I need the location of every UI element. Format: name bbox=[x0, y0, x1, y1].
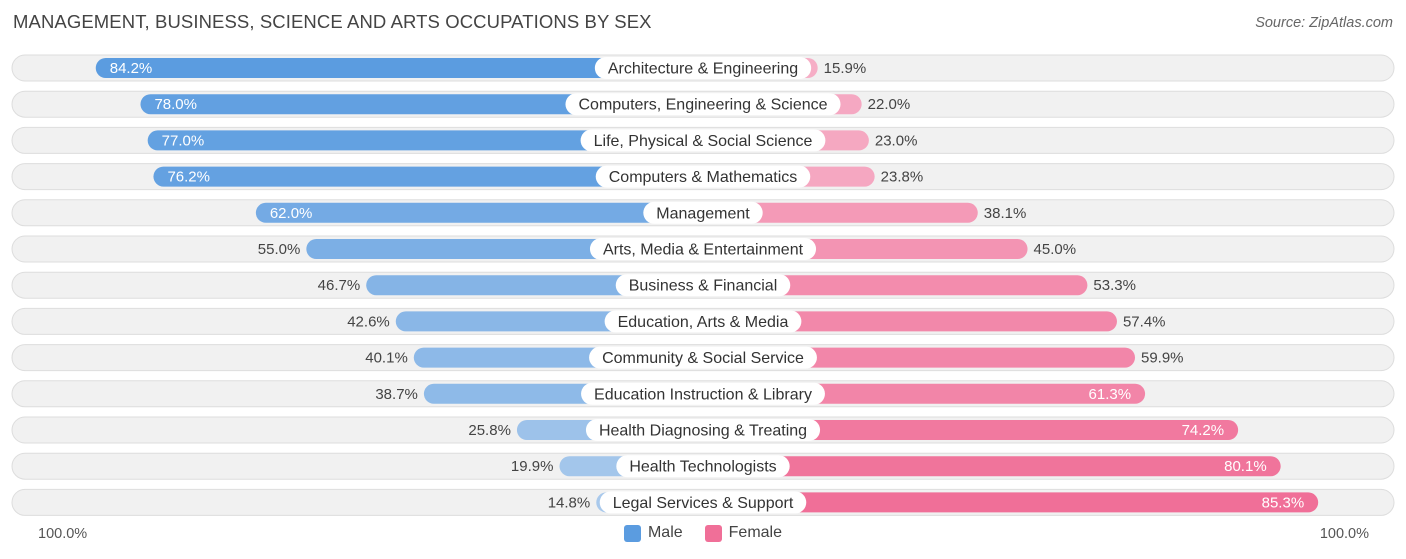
category-label: Education Instruction & Library bbox=[594, 386, 812, 403]
category-label: Health Diagnosing & Treating bbox=[599, 423, 807, 440]
bar-female-health-technologists bbox=[703, 456, 1281, 477]
legend-label-male: Male bbox=[647, 524, 683, 541]
value-label-female: 85.3% bbox=[1262, 494, 1305, 511]
value-label-female: 57.4% bbox=[1123, 313, 1166, 330]
value-label-female: 45.0% bbox=[1034, 241, 1077, 258]
legend-swatch-female bbox=[704, 524, 722, 542]
value-label-male: 46.7% bbox=[318, 277, 361, 294]
value-label-male: 40.1% bbox=[365, 350, 408, 367]
category-label-pill bbox=[643, 201, 763, 224]
value-label-female: 23.8% bbox=[881, 169, 924, 186]
value-label-female: 23.0% bbox=[875, 132, 918, 149]
legend-swatch-male bbox=[623, 524, 641, 542]
category-label: Arts, Media & Entertainment bbox=[603, 242, 804, 259]
category-label: Life, Physical & Social Science bbox=[594, 133, 813, 150]
value-label-male: 55.0% bbox=[258, 241, 301, 258]
category-label-pill bbox=[616, 455, 790, 478]
category-label: Education, Arts & Media bbox=[618, 314, 789, 331]
category-label: Community & Social Service bbox=[602, 350, 804, 367]
bar-female-business-financial bbox=[703, 275, 1088, 296]
legend-label-female: Female bbox=[728, 524, 783, 541]
value-label-female: 59.9% bbox=[1141, 350, 1184, 367]
value-label-male: 76.2% bbox=[167, 169, 210, 186]
category-label: Computers, Engineering & Science bbox=[578, 97, 827, 114]
category-label-pill bbox=[595, 165, 811, 188]
legend: Male Female bbox=[0, 524, 1406, 542]
value-label-male: 78.0% bbox=[154, 96, 197, 113]
axis-left-label: 100.0% bbox=[38, 526, 88, 542]
category-label-pill bbox=[599, 491, 807, 514]
category-label-pill bbox=[589, 346, 817, 369]
category-label: Architecture & Engineering bbox=[608, 61, 798, 78]
category-label: Management bbox=[656, 205, 750, 222]
value-label-female: 15.9% bbox=[824, 60, 867, 77]
category-label-pill bbox=[589, 238, 817, 260]
bar-female-management bbox=[703, 202, 978, 223]
category-label: Health Technologists bbox=[629, 459, 776, 476]
legend-item-female[interactable]: Female bbox=[704, 524, 783, 542]
category-label-pill bbox=[565, 93, 841, 116]
value-label-female: 61.3% bbox=[1089, 386, 1132, 403]
bar-male-architecture-engineering bbox=[95, 58, 703, 78]
value-label-male: 38.7% bbox=[375, 386, 418, 403]
bar-female-legal-services-support bbox=[703, 492, 1319, 513]
category-label: Computers & Mathematics bbox=[609, 169, 798, 186]
category-label-pill bbox=[585, 419, 821, 441]
value-label-female: 80.1% bbox=[1224, 458, 1267, 475]
category-label: Legal Services & Support bbox=[613, 495, 794, 512]
source-credit: Source: ZipAtlas.com bbox=[1255, 15, 1393, 31]
bar-female-health-diagnosing-treating bbox=[703, 420, 1239, 440]
value-label-female: 38.1% bbox=[984, 205, 1027, 222]
bar-male-computers-engineering-science bbox=[140, 94, 704, 115]
category-label-pill bbox=[580, 129, 826, 152]
value-label-male: 25.8% bbox=[468, 422, 511, 439]
bar-male-life-physical-social-science bbox=[147, 130, 703, 151]
value-label-female: 53.3% bbox=[1093, 277, 1136, 294]
value-label-male: 42.6% bbox=[347, 313, 390, 330]
axis-right-label: 100.0% bbox=[1319, 526, 1369, 542]
category-label-pill bbox=[615, 274, 791, 297]
value-label-male: 62.0% bbox=[270, 205, 313, 222]
category-label: Business & Financial bbox=[629, 278, 778, 295]
category-label-pill bbox=[581, 382, 825, 405]
bar-female-education-arts-media bbox=[703, 311, 1117, 332]
bar-male-management bbox=[255, 202, 703, 223]
value-label-male: 84.2% bbox=[110, 60, 153, 77]
legend-item-male[interactable]: Male bbox=[623, 524, 683, 542]
value-label-male: 77.0% bbox=[162, 132, 205, 149]
value-label-female: 74.2% bbox=[1182, 422, 1225, 439]
value-label-male: 19.9% bbox=[511, 458, 554, 475]
chart-title: MANAGEMENT, BUSINESS, SCIENCE AND ARTS O… bbox=[13, 11, 652, 32]
value-label-female: 22.0% bbox=[868, 96, 911, 113]
value-label-male: 14.8% bbox=[548, 494, 591, 511]
bar-male-computers-mathematics bbox=[153, 166, 703, 187]
category-label-pill bbox=[604, 310, 802, 333]
category-label-pill bbox=[594, 57, 812, 79]
